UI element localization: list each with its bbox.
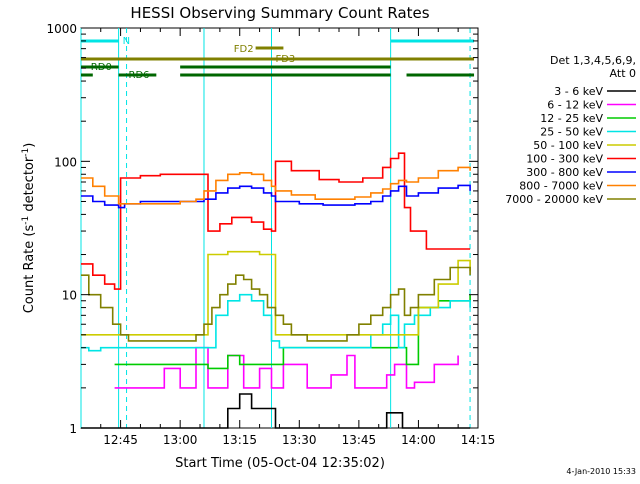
legend-label-0: 3 - 6 keV [554, 85, 603, 98]
x-tick-label-2: 13:15 [222, 433, 257, 447]
x-tick-label-1: 13:00 [163, 433, 198, 447]
plot-frame [80, 27, 479, 429]
x-axis-label: Start Time (05-Oct-04 12:35:02) [175, 456, 385, 471]
series-line-8 [81, 266, 471, 342]
series-line-5 [81, 152, 471, 290]
legend-label-5: 100 - 300 keV [526, 153, 603, 166]
legend-label-3: 25 - 50 keV [540, 126, 603, 139]
y-tick-label-2: 100 [54, 155, 77, 169]
legend-header-line2: Att 0 [610, 67, 636, 80]
legend-label-6: 300 - 800 keV [526, 166, 603, 179]
y-tick-label-1: 10 [62, 289, 77, 303]
series-line-3 [81, 293, 471, 352]
series-line-4 [81, 250, 471, 336]
x-tick-label-3: 13:30 [282, 433, 317, 447]
rd6-label: RD6 [129, 70, 150, 81]
x-tick-label-6: 14:15 [461, 433, 496, 447]
n-label: N [123, 36, 130, 47]
legend-label-7: 800 - 7000 keV [519, 180, 603, 193]
chart-title: HESSI Observing Summary Count Rates [130, 4, 429, 22]
y-axis-label-mid: detector [22, 156, 37, 216]
legend-label-1: 6 - 12 keV [547, 99, 603, 112]
series-line-1 [114, 346, 459, 389]
x-tick-label-4: 13:45 [342, 433, 377, 447]
legend-label-2: 12 - 25 keV [540, 112, 603, 125]
legend-label-4: 50 - 100 keV [533, 139, 603, 152]
y-axis-label-sup2: -1 [21, 148, 31, 157]
series-line-7 [81, 166, 471, 205]
fd3-label: FD3 [275, 54, 295, 65]
footer-date: 4-Jan-2010 15:33 [566, 467, 636, 476]
y-axis-label: Count Rate (s-1 detector-1) [21, 143, 37, 314]
legend-label-8: 7000 - 20000 keV [505, 193, 603, 206]
series-line-0 [81, 393, 471, 429]
series-line-2 [114, 294, 471, 370]
x-tick-label-5: 14:00 [401, 433, 436, 447]
x-tick-label-0: 12:45 [103, 433, 138, 447]
fd2-label: FD2 [234, 44, 254, 55]
y-axis-label-sup1: -1 [21, 216, 31, 225]
y-axis-label-main: Count Rate (s [22, 225, 37, 314]
y-tick-label-0: 1 [69, 422, 77, 436]
y-axis-label-end: ) [22, 143, 37, 148]
legend-header-line1: Det 1,3,4,5,6,9, [550, 54, 636, 67]
y-tick-label-3: 1000 [46, 22, 77, 36]
rd0-label: RD0 [91, 62, 112, 73]
